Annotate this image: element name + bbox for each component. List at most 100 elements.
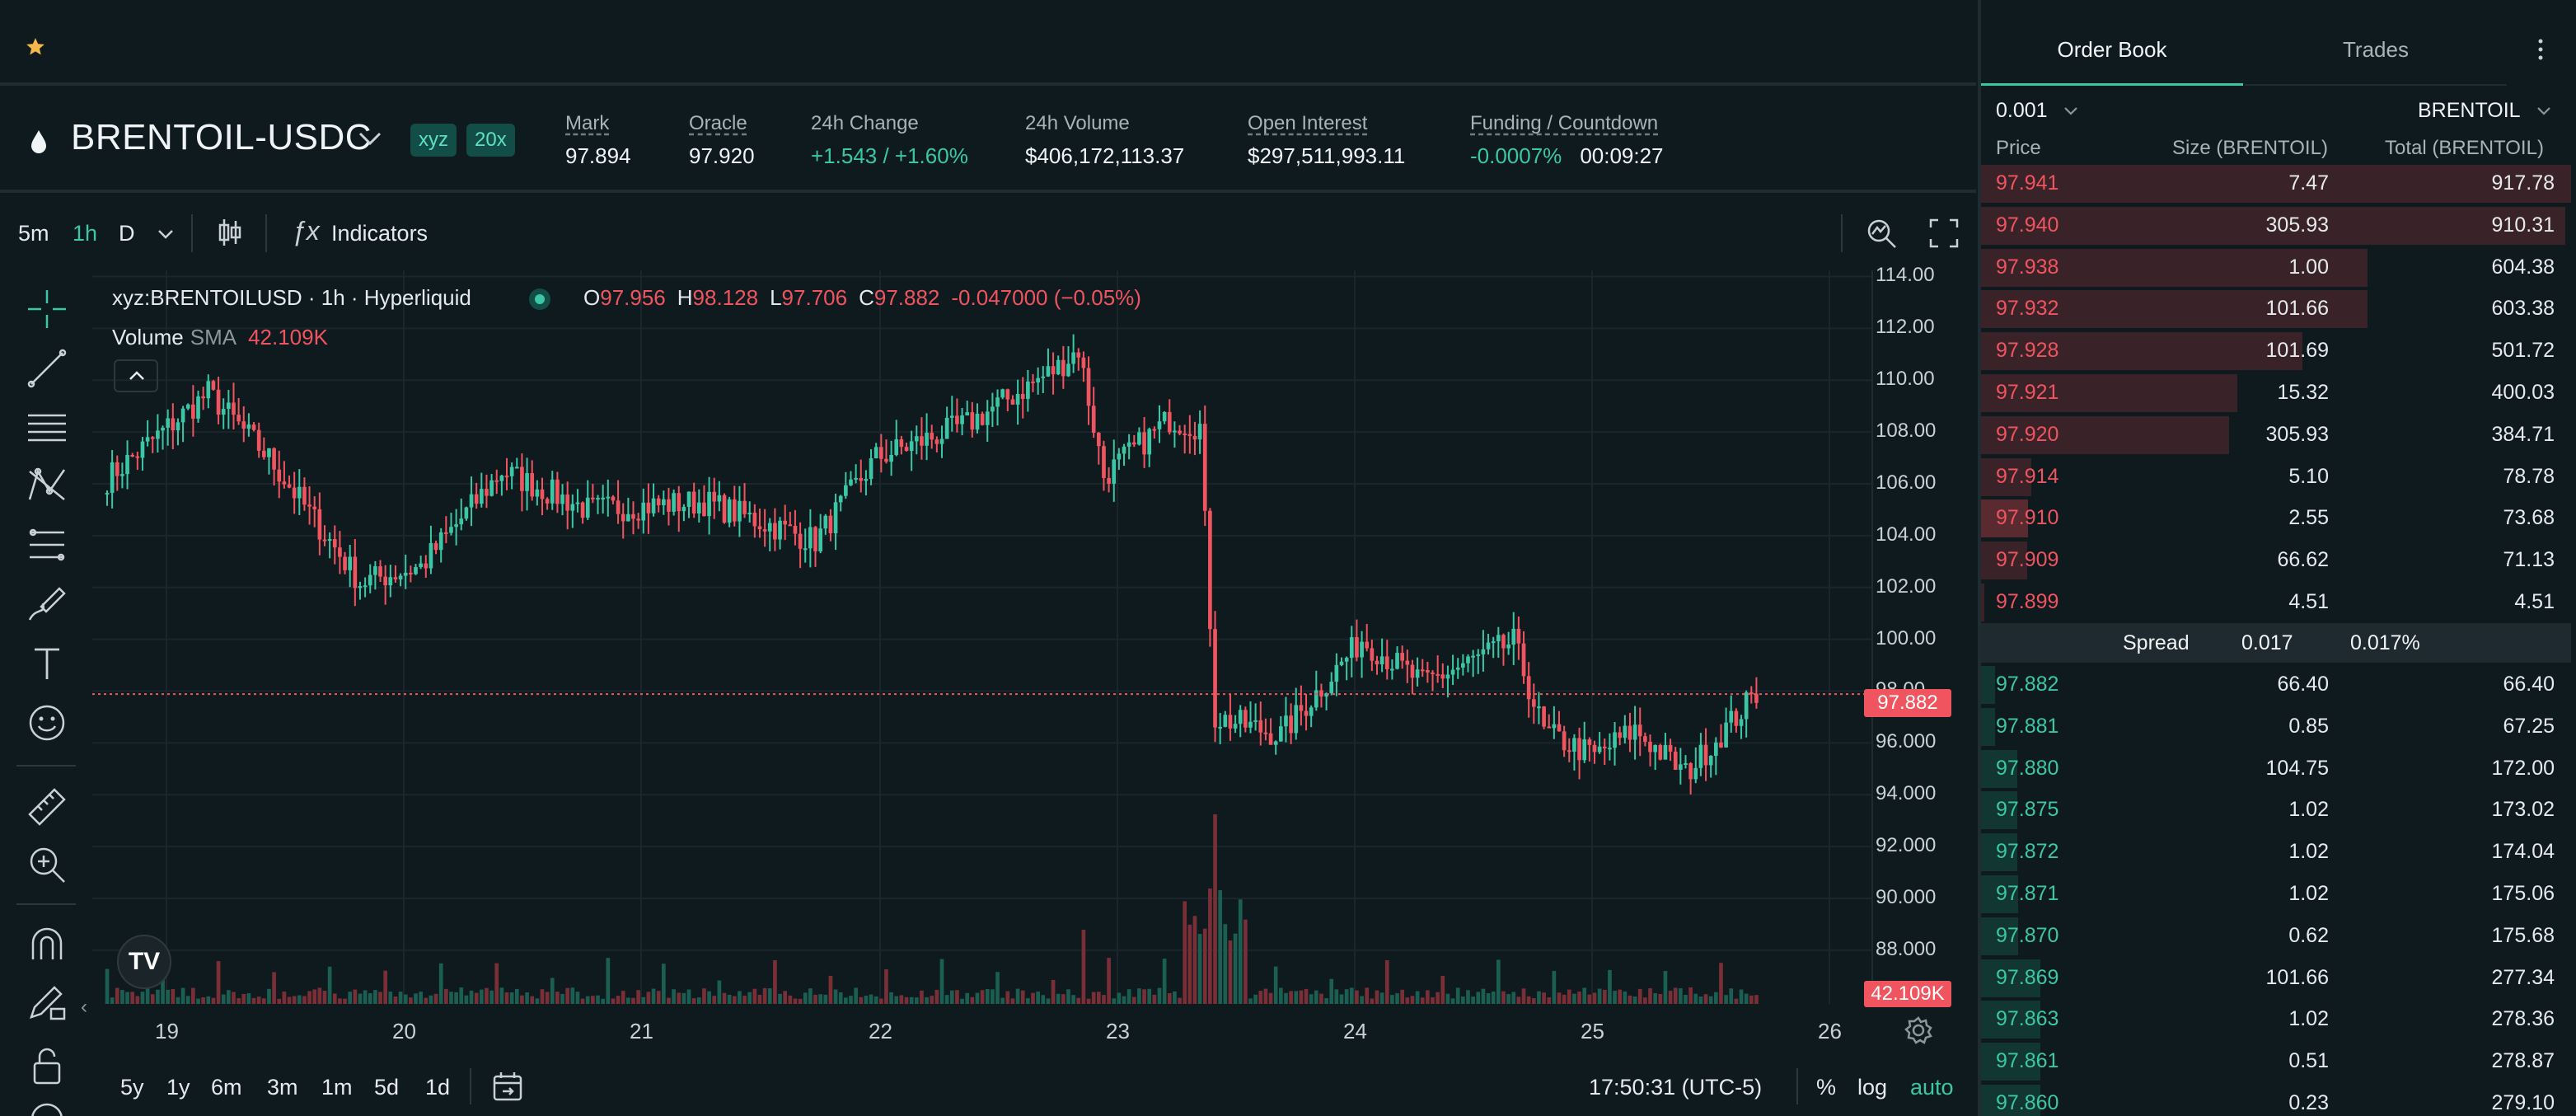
tab-trades[interactable]: Trades	[2245, 0, 2507, 86]
market-header	[0, 89, 1976, 193]
bid-row[interactable]: 97.871 1.02 175.06	[1981, 874, 2571, 915]
auto-scale-toggle[interactable]: auto	[1910, 1075, 1954, 1100]
ask-row[interactable]: 97.932 101.66 603.38	[1981, 288, 2571, 330]
bid-row[interactable]: 97.870 0.62 175.68	[1981, 916, 2571, 957]
emoji-icon[interactable]	[25, 701, 69, 745]
trend-line-icon[interactable]	[25, 346, 69, 391]
timeframe-d[interactable]: D	[119, 221, 135, 246]
volume-bar	[920, 990, 924, 1004]
timeframe-1h[interactable]: 1h	[73, 221, 98, 246]
stat-label[interactable]: Oracle	[689, 112, 747, 134]
candle-body	[773, 523, 777, 540]
volume-bar	[1431, 996, 1435, 1004]
bid-row[interactable]: 97.875 1.02 173.02	[1981, 790, 2571, 831]
chart-clock[interactable]: 17:50:31 (UTC-5)	[1589, 1075, 1763, 1100]
candle-body	[1294, 705, 1299, 734]
collapse-tools-icon[interactable]: ‹	[81, 996, 87, 1018]
tab-order-book[interactable]: Order Book	[1981, 0, 2243, 86]
ask-row[interactable]: 97.920 305.93 384.71	[1981, 415, 2571, 456]
ask-row[interactable]: 97.921 15.32 400.03	[1981, 373, 2571, 414]
price-chart[interactable]	[92, 270, 1976, 1004]
volume-bar	[1405, 997, 1410, 1004]
candle-body	[1122, 446, 1126, 454]
ask-row[interactable]: 97.941 7.47 917.78	[1981, 163, 2571, 204]
pair-name[interactable]: BRENTOIL-USDC	[71, 117, 372, 157]
stat-label[interactable]: Funding / Countdown	[1470, 112, 1659, 134]
chevron-down-icon[interactable]	[157, 227, 175, 241]
ask-row[interactable]: 97.909 66.62 71.13	[1981, 540, 2571, 581]
ask-row[interactable]: 97.940 305.93 910.31	[1981, 205, 2571, 246]
bid-row[interactable]: 97.861 0.51 278.87	[1981, 1041, 2571, 1082]
candle-body	[1192, 435, 1197, 440]
stat-label[interactable]: Mark	[565, 112, 610, 134]
magnet-icon[interactable]	[25, 923, 69, 968]
fib-tool-icon[interactable]	[25, 523, 69, 567]
range-5d[interactable]: 5d	[374, 1075, 400, 1100]
zoom-search-icon[interactable]	[1864, 216, 1899, 251]
volume-bar	[1253, 994, 1258, 1004]
tradingview-logo[interactable]: TV	[117, 935, 171, 989]
brush-icon[interactable]	[25, 582, 69, 626]
bid-row[interactable]: 97.869 101.66 277.34	[1981, 958, 2571, 999]
fullscreen-icon[interactable]	[1928, 218, 1960, 249]
unit-select[interactable]: BRENTOIL	[2418, 99, 2552, 123]
ask-row[interactable]: 97.938 1.00 604.38	[1981, 247, 2571, 288]
function-icon[interactable]: ƒx	[292, 216, 320, 246]
chevron-down-icon[interactable]	[356, 129, 384, 148]
range-5y[interactable]: 5y	[120, 1075, 144, 1100]
range-1y[interactable]: 1y	[166, 1075, 190, 1100]
horizontal-lines-icon[interactable]	[25, 406, 69, 450]
bid-row[interactable]: 97.872 1.02 174.04	[1981, 832, 2571, 873]
bid-row[interactable]: 97.863 1.02 278.36	[1981, 999, 2571, 1040]
volume-bar	[707, 991, 711, 1004]
volume-bar	[282, 992, 287, 1004]
ask-row[interactable]: 97.910 2.55 73.68	[1981, 498, 2571, 539]
ruler-icon[interactable]	[25, 785, 69, 829]
calendar-goto-icon[interactable]	[491, 1070, 524, 1103]
percent-scale-toggle[interactable]: %	[1816, 1075, 1837, 1100]
leverage-tag[interactable]: 20x	[466, 124, 515, 157]
price-tick-label: 108.00	[1876, 420, 1937, 443]
ask-row[interactable]: 97.928 101.69 501.72	[1981, 331, 2571, 372]
log-scale-toggle[interactable]: log	[1857, 1075, 1888, 1100]
range-1m[interactable]: 1m	[321, 1075, 353, 1100]
candle-body	[702, 502, 706, 517]
candle-body	[520, 467, 524, 491]
star-icon[interactable]	[25, 36, 46, 58]
bid-row[interactable]: 97.882 66.40 66.40	[1981, 664, 2571, 706]
range-1d[interactable]: 1d	[425, 1075, 451, 1100]
indicators-button[interactable]: Indicators	[331, 221, 429, 246]
candle-body	[287, 484, 292, 488]
range-6m[interactable]: 6m	[211, 1075, 242, 1100]
zoom-in-icon[interactable]	[25, 842, 69, 887]
settings-gear-icon[interactable]	[1904, 1015, 1933, 1045]
stat-label[interactable]: Open Interest	[1248, 112, 1368, 134]
bid-row[interactable]: 97.881 0.85 67.25	[1981, 706, 2571, 748]
candle-body	[1582, 739, 1587, 761]
ask-size: 66.62	[2277, 548, 2329, 572]
candle-style-icon[interactable]	[216, 216, 244, 249]
candle-body	[282, 481, 287, 485]
ask-row[interactable]: 97.914 5.10 78.78	[1981, 457, 2571, 498]
volume-bar	[616, 996, 621, 1004]
crosshair-icon[interactable]	[25, 287, 69, 331]
ask-row[interactable]: 97.899 4.51 4.51	[1981, 582, 2571, 623]
candle-body	[636, 518, 640, 521]
timeframe-5m[interactable]: 5m	[18, 221, 49, 246]
volume-bar	[833, 989, 838, 1004]
more-vertical-icon[interactable]	[2535, 38, 2546, 61]
edit-lock-icon[interactable]	[25, 981, 69, 1025]
volume-bar	[1152, 994, 1157, 1004]
range-3m[interactable]: 3m	[267, 1075, 298, 1100]
bid-row[interactable]: 97.880 104.75 172.00	[1981, 748, 2571, 790]
pattern-icon[interactable]	[25, 463, 69, 508]
visibility-icon[interactable]	[25, 1100, 69, 1116]
bid-row[interactable]: 97.860 0.23 279.10	[1981, 1083, 2571, 1116]
candle-body	[1334, 664, 1339, 682]
tick-size-select[interactable]: 0.001	[1996, 99, 2079, 123]
legend-collapse-button[interactable]	[114, 359, 158, 392]
text-icon[interactable]	[25, 641, 69, 686]
stat-value-primary: +1.543 / +1.60%	[811, 143, 968, 168]
candle-body	[1304, 710, 1309, 716]
lock-icon[interactable]	[25, 1043, 69, 1088]
